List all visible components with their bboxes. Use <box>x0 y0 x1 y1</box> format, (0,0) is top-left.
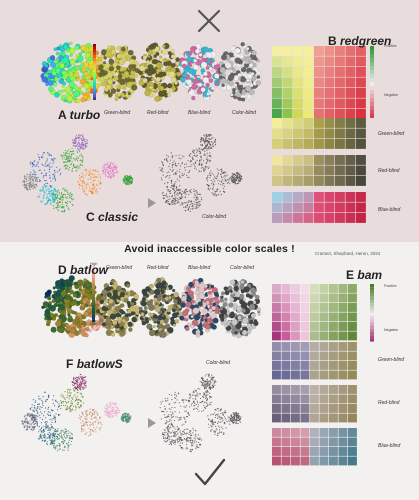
arrow-icon-bottom <box>148 418 156 428</box>
panel-e-sim-red: Red-blind <box>378 400 400 406</box>
panel-e-bottom-label: Negative <box>384 328 399 332</box>
panel-f-label: F batlowS <box>66 357 123 371</box>
simulated-protein-top-3 <box>217 42 262 102</box>
panel-f-sim-label: Color-blind <box>206 360 231 366</box>
panel-b-sim-green: Green-blind <box>378 131 405 137</box>
cvd-label-color-bottom: Color-blind <box>230 265 255 271</box>
batlows-scatter-colorblind <box>159 373 242 453</box>
arrow-icon <box>148 198 156 208</box>
bam-sim-1 <box>272 385 357 423</box>
classic-scatter <box>22 134 134 213</box>
panel-d-label: D batlow <box>58 263 109 277</box>
panel-b-top-label: Positive <box>384 44 397 48</box>
panel-a-label: A turbo <box>58 108 101 122</box>
panel-e-sim-blue: Blue-blind <box>378 443 401 449</box>
panel-b-label: B redgreen <box>328 34 392 48</box>
panel-d-scale-top: High <box>90 262 98 266</box>
cvd-label-green: Green-blind <box>104 110 131 116</box>
panel-c-sim-label: Color-blind <box>202 214 227 220</box>
panel-b-sim-red: Red-blind <box>378 168 400 174</box>
batlow-protein <box>41 275 108 338</box>
banner-title: Avoid inaccessible color scales ! <box>124 243 295 255</box>
batlows-scatter <box>21 373 132 452</box>
bam-grid <box>272 284 357 341</box>
panel-b-bottom-label: Negative <box>384 93 399 97</box>
simulated-protein-bottom-0 <box>96 279 140 338</box>
credit: Crameri, Shephard, Heron, 2024 <box>315 251 381 256</box>
panel-e-sim-green: Green-blind <box>378 357 405 363</box>
panel-d-scale-bottom: Low <box>90 322 97 326</box>
classic-scatter-colorblind <box>159 134 243 212</box>
bam-sim-0 <box>272 342 357 380</box>
simulated-protein-top-1 <box>138 42 183 102</box>
panel-b-sim-blue: Blue-blind <box>378 207 401 213</box>
simulated-protein-top-2 <box>177 43 223 101</box>
simulated-protein-top-0 <box>96 45 140 101</box>
simulated-protein-bottom-3 <box>218 278 261 339</box>
cvd-label-blue-bottom: Blue-blind <box>188 265 211 271</box>
redgreen-sim-1 <box>272 155 366 186</box>
cross-icon <box>197 9 221 33</box>
cvd-label-blue: Blue-blind <box>188 110 211 116</box>
simulated-protein-bottom-2 <box>179 277 222 338</box>
cvd-label-red-bottom: Red-blind <box>147 265 169 271</box>
cvd-label-green-bottom: Green-blind <box>106 265 133 271</box>
redgreen-grid <box>272 46 366 119</box>
panel-e-label: E bam <box>346 268 383 282</box>
panel-c-label: C classic <box>86 210 139 224</box>
simulated-protein-bottom-1 <box>138 277 183 338</box>
redgreen-sim-2 <box>272 192 366 223</box>
cvd-label-color: Color-blind <box>232 110 257 116</box>
cvd-label-red: Red-blind <box>147 110 169 116</box>
checkmark-icon <box>194 458 226 486</box>
bam-sim-2 <box>272 428 357 466</box>
redgreen-sim-0 <box>272 118 366 149</box>
panel-e-top-label: Positive <box>384 284 397 288</box>
